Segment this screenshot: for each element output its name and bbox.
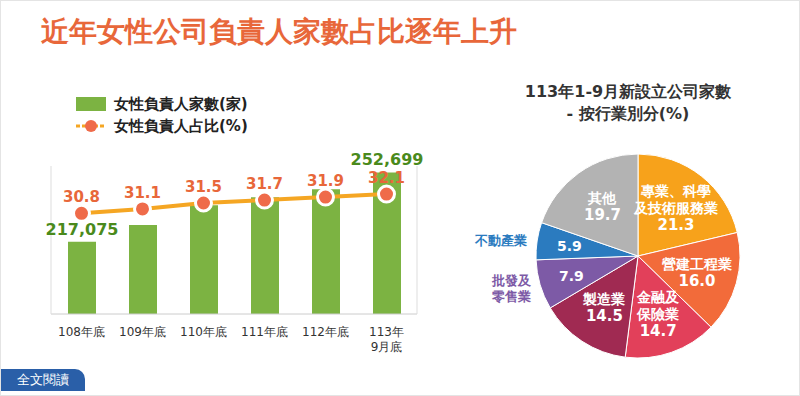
svg-text:31.5: 31.5 (185, 178, 222, 196)
svg-text:營建工程業16.0: 營建工程業16.0 (662, 256, 732, 290)
svg-text:30.8: 30.8 (63, 188, 100, 206)
svg-text:5.9: 5.9 (557, 238, 582, 254)
html-text:女性負責人家數(家): 女性負責人家數(家) (114, 94, 248, 113)
html-text:113年1-9月新設立公司家數: 113年1-9月新設立公司家數 (524, 82, 732, 101)
svg-text:其他19.7: 其他19.7 (584, 190, 621, 224)
svg-text:109年底: 109年底 (119, 325, 166, 339)
html-text:近年女性公司負責人家數占比逐年上升: 近年女性公司負責人家數占比逐年上升 (41, 15, 517, 48)
svg-text:不動產業: 不動產業 (474, 233, 527, 248)
svg-text:金融及保險業14.7: 金融及保險業14.7 (636, 289, 680, 340)
svg-text:111年底: 111年底 (241, 325, 288, 339)
svg-text:31.7: 31.7 (246, 175, 283, 193)
svg-text:7.9: 7.9 (559, 268, 584, 284)
svg-text:專業、科學及技術服務業21.3: 專業、科學及技術服務業21.3 (633, 183, 718, 234)
svg-text:31.9: 31.9 (307, 172, 344, 190)
html-text:全文閱讀: 全文閱讀 (17, 372, 69, 387)
html-text:女性負責人占比(%): 女性負責人占比(%) (114, 116, 248, 135)
svg-text:252,699: 252,699 (351, 150, 424, 169)
svg-text:31.1: 31.1 (124, 184, 161, 202)
svg-text:110年底: 110年底 (180, 325, 227, 339)
svg-text:批發及零售業: 批發及零售業 (491, 273, 532, 304)
svg-text:32.1: 32.1 (368, 169, 405, 187)
svg-text:製造業14.5: 製造業14.5 (582, 291, 625, 325)
svg-text:113年9月底: 113年9月底 (369, 325, 404, 354)
html-text:- 按行業別分(%): - 按行業別分(%) (566, 104, 690, 123)
svg-text:112年底: 112年底 (302, 325, 349, 339)
svg-text:108年底: 108年底 (58, 325, 105, 339)
svg-text:217,075: 217,075 (46, 220, 119, 239)
